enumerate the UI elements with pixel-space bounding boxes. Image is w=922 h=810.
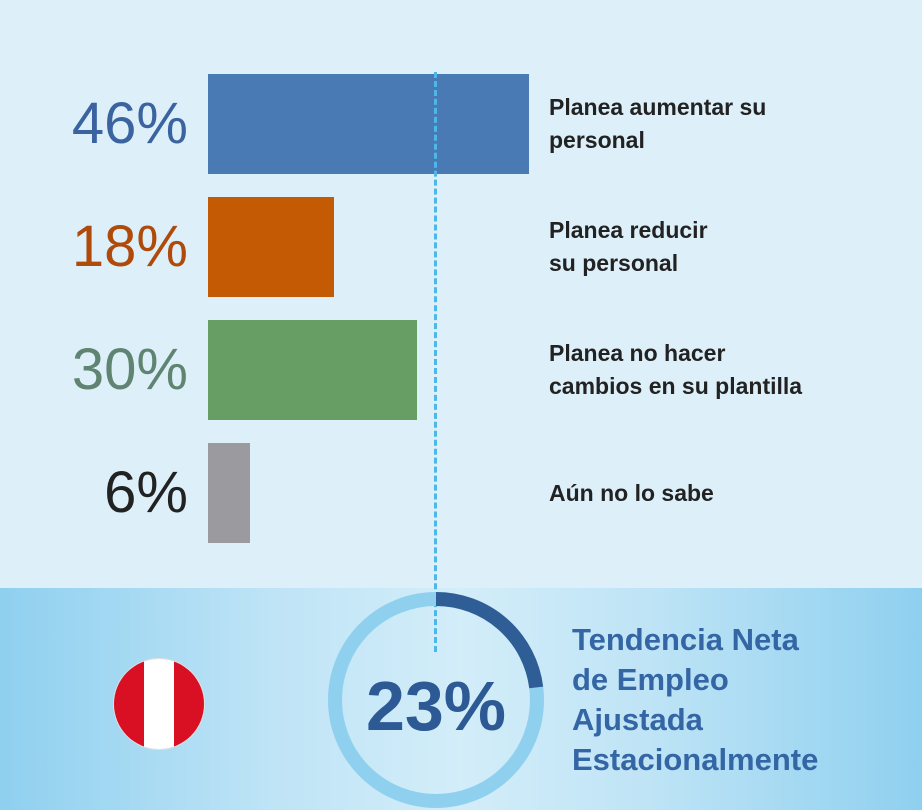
category-label-1: Planea reducir su personal — [549, 217, 708, 276]
bar-2 — [208, 320, 417, 420]
net-trend-title: Tendencia Neta de Empleo Ajustada Estaci… — [572, 622, 819, 777]
bar-3 — [208, 443, 250, 543]
category-label-0: Planea aumentar su personal — [549, 94, 767, 153]
net-trend-gauge — [328, 592, 544, 808]
peru-flag-icon — [114, 659, 204, 749]
net-trend-value: 23% — [365, 667, 507, 745]
flag-stripe-middle — [144, 659, 174, 749]
bar-1 — [208, 197, 334, 297]
value-label-0: 46% — [71, 91, 188, 156]
value-label-2: 30% — [71, 337, 188, 402]
reference-line — [434, 72, 437, 652]
flag-stripe-left — [114, 659, 144, 749]
flag-stripe-right — [174, 659, 204, 749]
category-label-3: Aún no lo sabe — [549, 479, 714, 506]
value-label-3: 6% — [104, 460, 188, 525]
category-label-2: Planea no hacer cambios en su plantilla — [549, 340, 803, 399]
value-label-1: 18% — [71, 214, 188, 279]
gauge-arc — [328, 592, 544, 808]
bar-0 — [208, 74, 529, 174]
